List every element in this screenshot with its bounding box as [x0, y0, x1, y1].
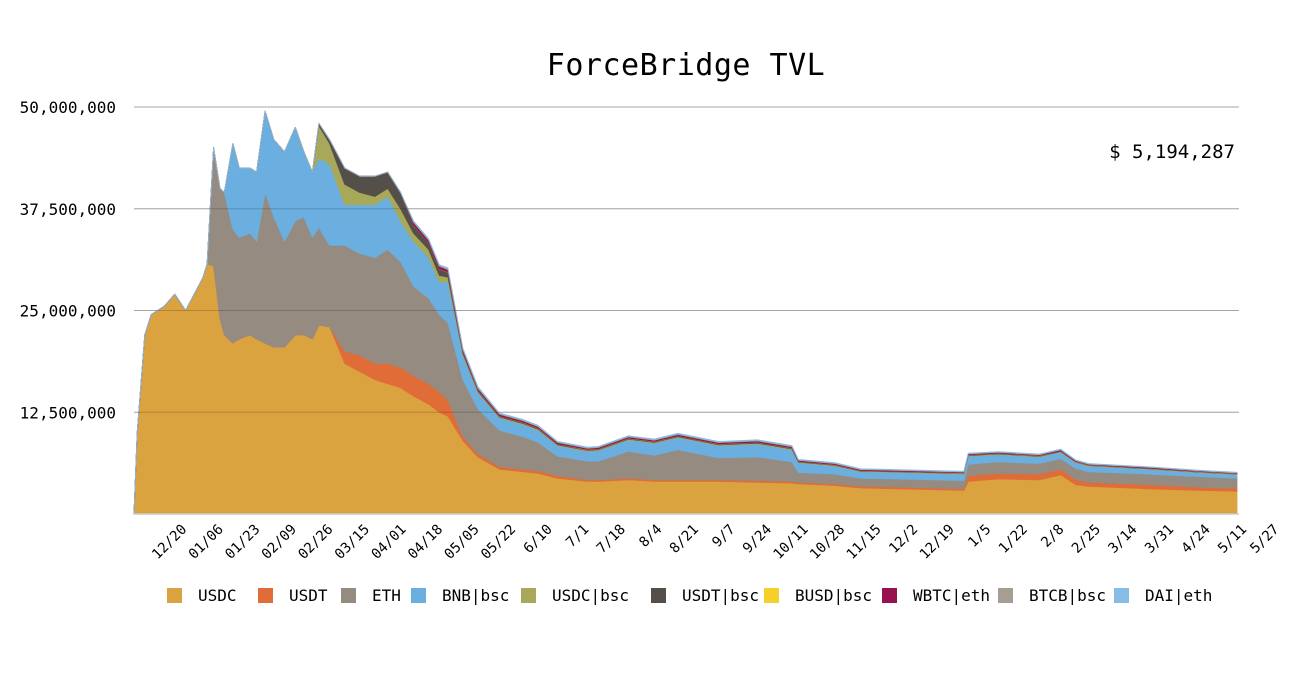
x-tick-label: 10/28 [807, 522, 848, 563]
legend-item[interactable]: DAI|eth [1114, 586, 1212, 605]
x-tick-label: 4/24 [1179, 522, 1214, 557]
x-tick-label: 7/18 [594, 522, 629, 557]
legend-item[interactable]: BUSD|bsc [764, 586, 872, 605]
legend-swatch [341, 588, 356, 603]
legend-swatch [882, 588, 897, 603]
chart-title: ForceBridge TVL [546, 48, 826, 83]
x-tick-label: 5/27 [1247, 522, 1282, 557]
x-tick-label: 3/31 [1142, 522, 1177, 557]
y-tick-label: 12,500,000 [20, 403, 116, 422]
x-tick-label: 02/09 [259, 522, 300, 563]
x-tick-label: 02/26 [295, 522, 336, 563]
x-tick-label: 7/1 [563, 522, 592, 551]
x-tick-labels: 12/2001/0601/2302/0902/2603/1504/0104/18… [149, 522, 1282, 563]
x-tick-label: 05/05 [442, 522, 483, 563]
legend-swatch [1114, 588, 1129, 603]
x-tick-label: 1/22 [996, 522, 1031, 557]
legend-item[interactable]: USDT|bsc [651, 586, 759, 605]
area-dai-eth [133, 110, 1238, 515]
x-tick-label: 3/14 [1105, 522, 1140, 557]
x-tick-label: 2/25 [1069, 522, 1104, 557]
legend-swatch [258, 588, 273, 603]
x-tick-label: 1/5 [965, 522, 994, 551]
legend-item[interactable]: USDC [167, 586, 237, 605]
legend-item[interactable]: USDC|bsc [521, 586, 629, 605]
legend-swatch [651, 588, 666, 603]
legend-label: USDT [289, 586, 328, 605]
x-tick-label: 8/21 [667, 522, 702, 557]
x-tick-label: 05/22 [478, 522, 519, 563]
y-tick-label: 37,500,000 [20, 200, 116, 219]
legend-label: ETH [372, 586, 401, 605]
legend-label: DAI|eth [1145, 586, 1213, 605]
legend-item[interactable]: BTCB|bsc [998, 586, 1106, 605]
legend-swatch [411, 588, 426, 603]
legend-label: BUSD|bsc [795, 586, 873, 605]
legend-swatch [998, 588, 1013, 603]
legend-label: BTCB|bsc [1029, 586, 1107, 605]
legend-label: USDC [198, 586, 237, 605]
legend: USDC USDT ETH BNB|bsc USDC|bsc USDT|bsc BUSD|b… [0, 586, 1292, 610]
legend-label: USDT|bsc [682, 586, 760, 605]
x-tick-label: 6/10 [521, 522, 556, 557]
x-tick-label: 01/23 [222, 522, 263, 563]
stacked-areas [133, 110, 1238, 515]
x-tick-label: 10/11 [771, 522, 812, 563]
x-tick-label: 04/01 [368, 522, 409, 563]
legend-item[interactable]: USDT [258, 586, 328, 605]
x-tick-label: 2/8 [1038, 522, 1067, 551]
x-tick-label: 04/18 [405, 522, 446, 563]
legend-swatch [167, 588, 182, 603]
y-tick-labels: 12,500,000 25,000,000 37,500,000 50,000,000 [20, 98, 116, 422]
x-tick-label: 12/19 [917, 522, 958, 563]
x-tick-label: 5/11 [1215, 522, 1250, 557]
x-tick-label: 03/15 [332, 522, 373, 563]
gridlines-overlay [134, 106, 1239, 413]
x-tick-label: 11/15 [844, 522, 885, 563]
legend-item[interactable]: BNB|bsc [411, 586, 509, 605]
y-tick-label: 25,000,000 [20, 302, 116, 321]
legend-item[interactable]: ETH [341, 586, 401, 605]
legend-label: USDC|bsc [552, 586, 630, 605]
total-tvl-annotation: $ 5,194,287 [1109, 141, 1235, 163]
x-tick-label: 8/4 [636, 522, 665, 551]
x-tick-label: 12/20 [149, 522, 190, 563]
legend-label: BNB|bsc [442, 586, 510, 605]
legend-swatch [521, 588, 536, 603]
legend-swatch [764, 588, 779, 603]
legend-item[interactable]: WBTC|eth [882, 586, 990, 605]
legend-label: WBTC|eth [913, 586, 991, 605]
x-tick-label: 9/7 [709, 522, 738, 551]
x-tick-label: 01/06 [186, 522, 227, 563]
y-tick-label: 50,000,000 [20, 98, 116, 117]
